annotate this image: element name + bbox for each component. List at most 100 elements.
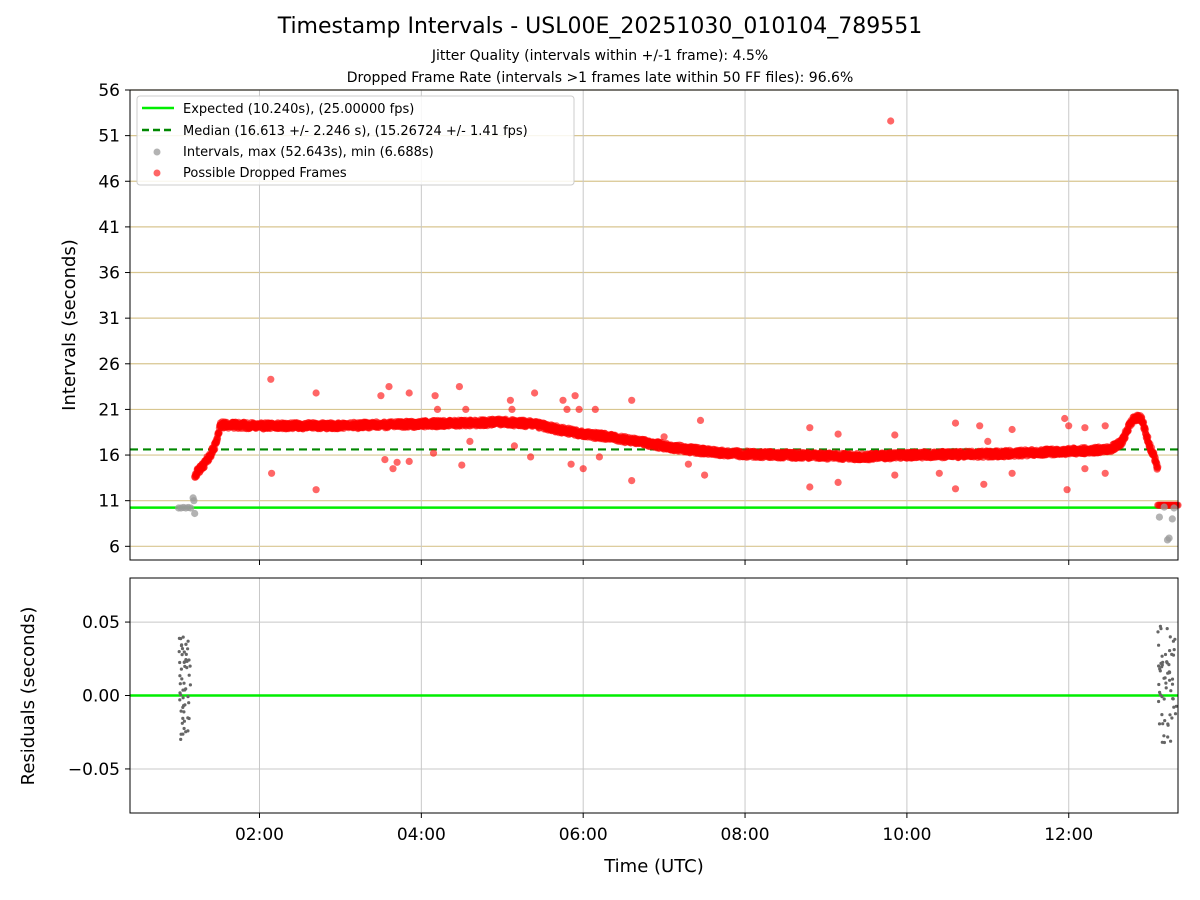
intervals-y-tick-label: 56 [98, 81, 120, 101]
residual-point [186, 639, 190, 643]
intervals-y-tick-label: 51 [98, 127, 120, 147]
dropped-frame-outlier [1081, 424, 1089, 432]
dropped-frame-outlier [1061, 414, 1069, 423]
dropped-frame-outlier [628, 396, 636, 404]
time-x-axis-label: Time (UTC) [603, 856, 704, 877]
residual-point [187, 701, 191, 705]
dropped-frame-outlier [466, 437, 474, 445]
residual-point [1163, 652, 1168, 657]
residual-point [179, 737, 183, 742]
interval-point [1168, 515, 1176, 523]
intervals-y-tick-label: 41 [98, 218, 120, 238]
residual-point [1166, 671, 1170, 675]
residual-point [180, 643, 184, 647]
time-x-tick-label: 06:00 [559, 825, 608, 845]
dropped-frame-outlier [381, 456, 389, 464]
residual-point [1168, 713, 1172, 717]
residual-point [1160, 665, 1164, 669]
dropped-frame-outlier [575, 405, 583, 413]
residual-point [187, 658, 191, 662]
residual-point [1156, 630, 1160, 634]
dropped-frame-outlier [1063, 486, 1071, 494]
residual-point [1162, 697, 1166, 701]
dropped-frame-outlier [579, 465, 587, 473]
dropped-frame-outlier [312, 486, 320, 494]
dropped-frame-outlier [834, 478, 842, 486]
residual-point [1161, 660, 1165, 664]
residual-point [1168, 635, 1172, 639]
dropped-frame-outlier [567, 460, 575, 468]
residual-point [1161, 722, 1165, 726]
dropped-frame-outlier [951, 419, 960, 427]
residual-point [187, 673, 191, 677]
residual-point [181, 696, 185, 700]
dropped-frame-outlier [563, 405, 571, 413]
residual-point [183, 703, 187, 707]
residual-point [1164, 686, 1168, 690]
dropped-frame-outlier [628, 477, 636, 485]
residual-point [178, 660, 182, 665]
residual-point [179, 732, 183, 736]
legend-expected-label: Expected (10.240s), (25.00000 fps) [183, 102, 414, 117]
dropped-frame-outlier [935, 469, 943, 477]
dropped-frame-rate-subtitle: Dropped Frame Rate (intervals >1 frames … [346, 70, 854, 86]
residual-point [177, 650, 181, 654]
residual-point [1162, 676, 1166, 680]
interval-point [1155, 513, 1163, 521]
residual-point [182, 719, 186, 723]
residual-point [182, 681, 186, 685]
residuals-panel: 0.05 0.00 −0.05 02:00 04:00 06:00 08:00 10:00 1… [18, 577, 1179, 877]
dropped-frame-outlier [1101, 422, 1109, 430]
dropped-frame-outlier [891, 431, 899, 439]
dropped-frame-outlier [455, 383, 463, 391]
residual-point [1158, 693, 1162, 697]
time-x-tick-label: 10:00 [882, 825, 931, 845]
residual-point [1157, 699, 1161, 704]
dropped-frame-outlier [405, 457, 413, 465]
dropped-frame-outlier [806, 424, 814, 432]
residual-point [1160, 713, 1164, 717]
dropped-frame-outlier [385, 383, 393, 391]
dropped-frame-outlier [951, 485, 960, 493]
legend-box [136, 95, 575, 186]
dropped-frame-outlier [429, 449, 438, 457]
residual-point [186, 647, 190, 651]
jitter-quality-subtitle: Jitter Quality (intervals within +/-1 fr… [431, 48, 769, 64]
residual-point [1157, 682, 1161, 687]
residual-point [182, 650, 186, 654]
dropped-frame-outlier [701, 471, 709, 479]
dropped-frame-outlier [462, 405, 470, 413]
dropped-frame-outlier [891, 471, 899, 479]
dropped-frame-outlier [433, 405, 442, 413]
dropped-frame-outlier [591, 405, 599, 413]
legend: Expected (10.240s), (25.00000 fps) Media… [136, 95, 575, 186]
residual-point [180, 647, 185, 651]
dropped-frame-outlier [510, 442, 518, 450]
dropped-frame-outlier [1008, 425, 1016, 434]
dropped-frame-outlier [696, 416, 705, 424]
dropped-frame-outlier [508, 405, 516, 413]
residual-point [180, 677, 184, 681]
residual-point [1173, 712, 1178, 716]
dropped-frame-outlier [1101, 469, 1109, 477]
dropped-frame-outlier [976, 422, 984, 430]
residual-point [1162, 740, 1166, 745]
residual-point [1158, 667, 1162, 671]
residual-point [179, 693, 183, 697]
intervals-plot-frame [129, 89, 1179, 561]
dropped-frame-outlier [559, 396, 567, 404]
interval-point [191, 509, 199, 518]
residual-point [188, 683, 192, 687]
residual-point [1163, 719, 1167, 723]
dropped-frame-outlier [267, 375, 275, 383]
residual-point [1170, 677, 1175, 681]
time-x-ticks: 02:00 04:00 06:00 08:00 10:00 12:00 [235, 813, 1093, 845]
time-x-tick-label: 02:00 [235, 825, 284, 845]
residual-point [1166, 735, 1170, 739]
residual-point [1165, 627, 1169, 631]
dropped-frame-outlier [531, 389, 539, 397]
dropped-frame-outlier [405, 389, 413, 397]
residual-point [1170, 716, 1174, 720]
residuals-series [130, 624, 1178, 745]
intervals-y-tick-label: 16 [98, 446, 120, 466]
